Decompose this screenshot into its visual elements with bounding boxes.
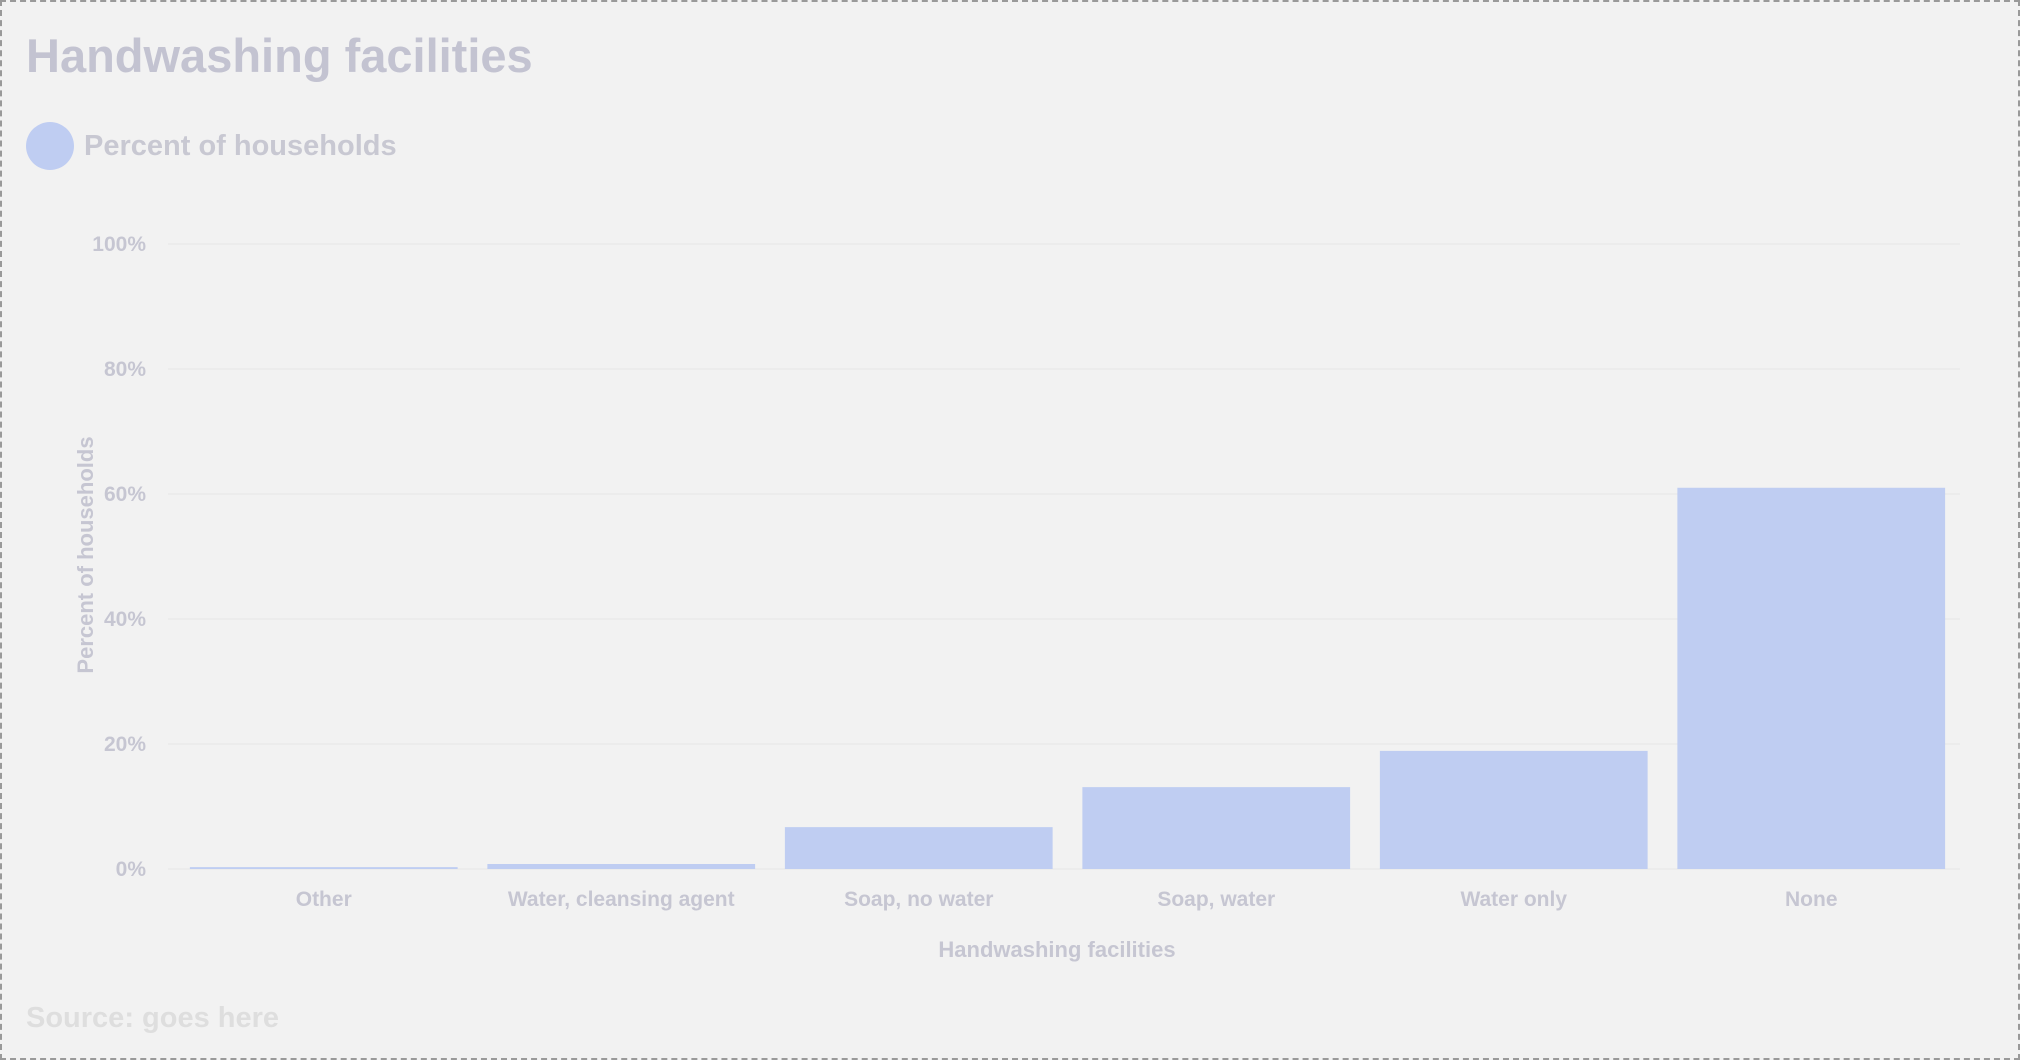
bar[interactable] [1379, 750, 1648, 869]
source-note: Source: goes here [26, 1002, 280, 1034]
x-tick-label: Water only [1460, 888, 1567, 911]
x-axis-ticks: Other Water, cleansing agent Soap, no wate… [296, 888, 1838, 911]
legend-label: Percent of households [84, 129, 397, 162]
legend: Percent of households [26, 122, 397, 170]
x-tick-label: Soap, water [1157, 888, 1275, 911]
bar[interactable] [1677, 487, 1946, 869]
y-tick-label: 80% [104, 358, 146, 381]
y-tick-label: 0% [116, 858, 147, 881]
legend-swatch [26, 122, 74, 170]
y-tick-label: 100% [92, 233, 146, 256]
bar[interactable] [189, 867, 458, 869]
x-axis-title: Handwashing facilities [938, 937, 1175, 962]
x-tick-label: Water, cleansing agent [508, 888, 735, 911]
x-tick-label: Soap, no water [844, 888, 993, 911]
y-axis-ticks: 0% 20% 40% 60% 80% 100% [92, 233, 146, 881]
y-tick-label: 40% [104, 608, 146, 631]
y-axis-title: Percent of households [73, 436, 98, 673]
bars [189, 487, 1946, 869]
bar[interactable] [784, 827, 1053, 869]
bar[interactable] [487, 864, 756, 869]
bar[interactable] [1082, 787, 1351, 869]
gridlines [168, 243, 1960, 870]
x-tick-label: None [1785, 888, 1838, 911]
x-tick-label: Other [296, 888, 352, 911]
y-tick-label: 60% [104, 483, 146, 506]
y-tick-label: 20% [104, 733, 146, 756]
chart-title: Handwashing facilities [26, 29, 533, 82]
